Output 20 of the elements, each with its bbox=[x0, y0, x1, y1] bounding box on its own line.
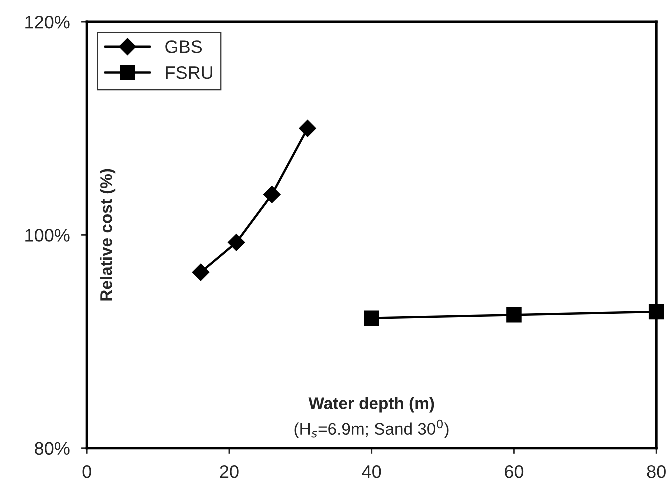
point bbox=[264, 186, 281, 204]
point bbox=[299, 120, 316, 138]
y-tick-label: 80% bbox=[35, 442, 70, 456]
point bbox=[648, 304, 664, 320]
y-axis-title: Relative cost (%) bbox=[100, 169, 116, 301]
x-tick-label: 80 bbox=[647, 465, 666, 478]
x-axis-title: Water depth (m) bbox=[308, 397, 434, 413]
point bbox=[192, 264, 210, 282]
point bbox=[364, 310, 380, 326]
legend-label: FSRU bbox=[166, 66, 212, 80]
point bbox=[228, 234, 246, 252]
x-tick-label: 40 bbox=[362, 465, 382, 478]
y-tick-label: 120% bbox=[26, 16, 70, 29]
x-tick-label: 20 bbox=[220, 465, 239, 478]
point bbox=[506, 307, 522, 323]
legend-label: GBS bbox=[166, 40, 202, 54]
y-tick-label: 100% bbox=[26, 229, 70, 242]
x-tick-label: 0 bbox=[82, 465, 92, 478]
x-tick-label: 60 bbox=[505, 465, 524, 478]
annotation: (H$_{s}$=6.9m; Sand 30$^{0}$) bbox=[294, 420, 449, 438]
